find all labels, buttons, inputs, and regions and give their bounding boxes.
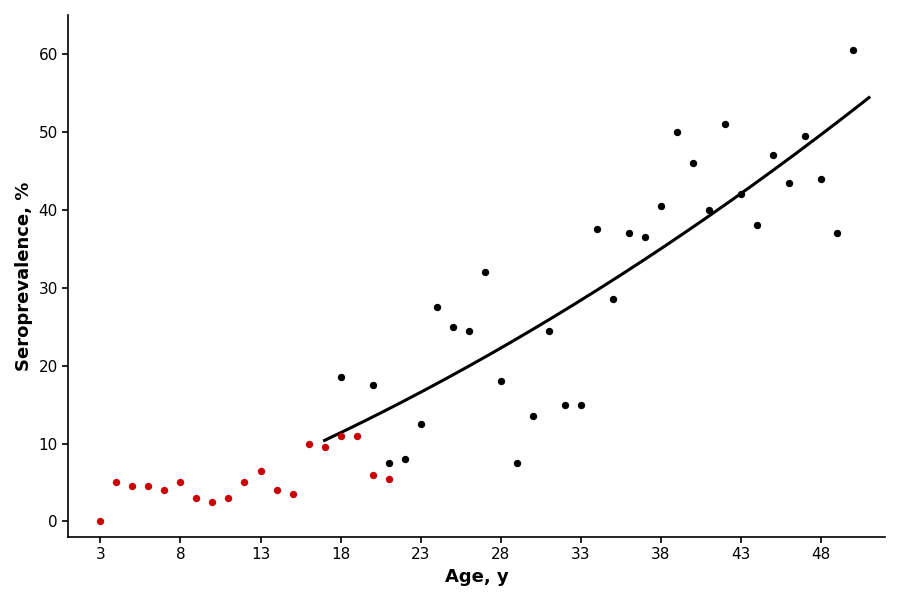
Point: [141, 481, 156, 491]
Point: [573, 400, 588, 409]
Point: [670, 127, 684, 136]
Point: [653, 201, 668, 211]
Point: [717, 119, 732, 129]
Point: [173, 478, 187, 487]
Point: [509, 458, 524, 468]
Point: [462, 326, 476, 335]
Point: [606, 294, 620, 304]
Point: [750, 221, 764, 230]
Y-axis label: Seroprevalence, %: Seroprevalence, %: [15, 182, 33, 371]
Point: [318, 442, 332, 452]
Point: [349, 431, 364, 441]
Point: [189, 493, 203, 503]
Point: [542, 326, 556, 335]
Point: [158, 486, 172, 495]
Point: [637, 232, 652, 242]
Point: [590, 224, 604, 234]
Point: [734, 189, 748, 199]
Point: [493, 376, 508, 386]
Point: [478, 267, 492, 277]
Point: [365, 380, 380, 390]
Point: [413, 419, 428, 429]
Point: [238, 478, 252, 487]
Point: [398, 454, 412, 464]
Point: [526, 412, 540, 421]
Point: [253, 466, 267, 475]
Point: [302, 439, 316, 448]
Point: [766, 150, 780, 160]
Point: [205, 497, 220, 507]
Point: [557, 400, 572, 409]
X-axis label: Age, y: Age, y: [445, 568, 508, 586]
Point: [269, 486, 284, 495]
Point: [830, 228, 844, 238]
Point: [686, 158, 700, 168]
Point: [797, 131, 812, 141]
Point: [285, 489, 300, 499]
Point: [782, 178, 796, 188]
Point: [365, 470, 380, 480]
Point: [221, 493, 236, 503]
Point: [622, 228, 636, 238]
Point: [846, 45, 860, 55]
Point: [382, 474, 396, 483]
Point: [382, 458, 396, 468]
Point: [125, 481, 140, 491]
Point: [446, 322, 460, 332]
Point: [109, 478, 123, 487]
Point: [429, 302, 444, 312]
Point: [814, 174, 828, 183]
Point: [702, 205, 716, 215]
Point: [333, 431, 347, 441]
Point: [94, 517, 108, 526]
Point: [333, 373, 347, 382]
